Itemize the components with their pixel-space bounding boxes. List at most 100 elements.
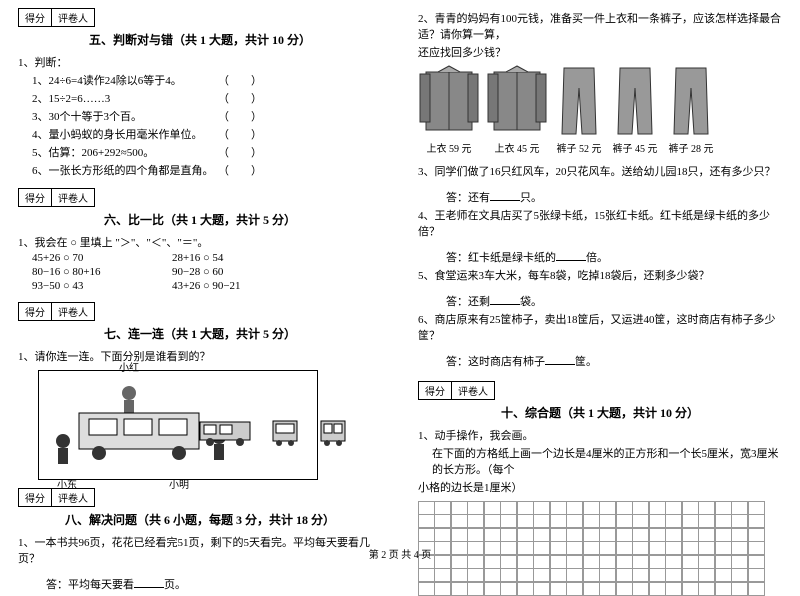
grid-cell[interactable]: [682, 568, 699, 582]
grid-cell[interactable]: [418, 582, 435, 596]
grid-cell[interactable]: [566, 501, 583, 515]
grid-cell[interactable]: [533, 528, 550, 542]
grid-cell[interactable]: [682, 582, 699, 596]
grid-cell[interactable]: [484, 528, 501, 542]
grid-cell[interactable]: [467, 582, 484, 596]
grid-cell[interactable]: [599, 501, 616, 515]
grid-cell[interactable]: [500, 528, 517, 542]
grid-cell[interactable]: [583, 568, 600, 582]
grid-cell[interactable]: [616, 582, 633, 596]
grid-cell[interactable]: [698, 501, 715, 515]
grid-cell[interactable]: [599, 514, 616, 528]
grid-cell[interactable]: [517, 582, 534, 596]
grid-cell[interactable]: [434, 528, 451, 542]
grid-cell[interactable]: [533, 501, 550, 515]
grid-cell[interactable]: [731, 568, 748, 582]
grid-cell[interactable]: [715, 514, 732, 528]
grid-cell[interactable]: [566, 514, 583, 528]
grid-cell[interactable]: [698, 514, 715, 528]
grid-cell[interactable]: [484, 582, 501, 596]
grid-cell[interactable]: [731, 514, 748, 528]
grid-cell[interactable]: [517, 514, 534, 528]
grid-cell[interactable]: [484, 514, 501, 528]
grid-cell[interactable]: [748, 568, 765, 582]
grid-cell[interactable]: [451, 582, 468, 596]
grid-cell[interactable]: [484, 568, 501, 582]
grid-cell[interactable]: [418, 501, 435, 515]
grid-cell[interactable]: [467, 501, 484, 515]
grid-cell[interactable]: [649, 582, 666, 596]
grid-cell[interactable]: [632, 528, 649, 542]
grid-cell[interactable]: [517, 501, 534, 515]
grid-cell[interactable]: [418, 514, 435, 528]
grid-cell[interactable]: [583, 501, 600, 515]
grid-cell[interactable]: [665, 568, 682, 582]
grid-cell[interactable]: [682, 501, 699, 515]
grid-cell[interactable]: [533, 568, 550, 582]
grid-cell[interactable]: [665, 582, 682, 596]
grid-cell[interactable]: [665, 514, 682, 528]
grid-cell[interactable]: [566, 582, 583, 596]
grid-cell[interactable]: [500, 501, 517, 515]
grid-cell[interactable]: [467, 514, 484, 528]
grid-cell[interactable]: [682, 528, 699, 542]
grid-cell[interactable]: [649, 501, 666, 515]
grid-cell[interactable]: [500, 582, 517, 596]
grid-cell[interactable]: [500, 514, 517, 528]
grid-cell[interactable]: [649, 528, 666, 542]
grid-cell[interactable]: [715, 501, 732, 515]
grid-cell[interactable]: [467, 528, 484, 542]
grid-cell[interactable]: [665, 501, 682, 515]
grid-cell[interactable]: [616, 568, 633, 582]
grid-cell[interactable]: [484, 501, 501, 515]
grid-cell[interactable]: [715, 582, 732, 596]
grid-cell[interactable]: [715, 568, 732, 582]
grid-cell[interactable]: [649, 514, 666, 528]
grid-cell[interactable]: [451, 528, 468, 542]
grid-cell[interactable]: [550, 582, 567, 596]
grid-cell[interactable]: [632, 582, 649, 596]
grid-cell[interactable]: [698, 582, 715, 596]
grid-cell[interactable]: [665, 528, 682, 542]
grid-cell[interactable]: [616, 514, 633, 528]
grid-cell[interactable]: [698, 528, 715, 542]
grid-cell[interactable]: [550, 568, 567, 582]
grid-cell[interactable]: [599, 528, 616, 542]
grid-cell[interactable]: [599, 582, 616, 596]
grid-cell[interactable]: [682, 514, 699, 528]
grid-cell[interactable]: [748, 582, 765, 596]
grid-cell[interactable]: [748, 501, 765, 515]
grid-cell[interactable]: [550, 501, 567, 515]
grid-cell[interactable]: [550, 528, 567, 542]
blank[interactable]: [490, 304, 520, 305]
grid-cell[interactable]: [500, 568, 517, 582]
grid-cell[interactable]: [583, 514, 600, 528]
grid-cell[interactable]: [434, 501, 451, 515]
grid-cell[interactable]: [451, 568, 468, 582]
grid-cell[interactable]: [731, 501, 748, 515]
grid-cell[interactable]: [599, 568, 616, 582]
grid-cell[interactable]: [550, 514, 567, 528]
grid-cell[interactable]: [632, 514, 649, 528]
grid-cell[interactable]: [434, 568, 451, 582]
grid-cell[interactable]: [649, 568, 666, 582]
grid-cell[interactable]: [566, 568, 583, 582]
grid-cell[interactable]: [583, 582, 600, 596]
grid-cell[interactable]: [616, 528, 633, 542]
grid-cell[interactable]: [517, 568, 534, 582]
grid-cell[interactable]: [517, 528, 534, 542]
blank[interactable]: [556, 260, 586, 261]
grid-cell[interactable]: [418, 528, 435, 542]
grid-cell[interactable]: [616, 501, 633, 515]
grid-cell[interactable]: [533, 514, 550, 528]
grid-cell[interactable]: [731, 528, 748, 542]
grid-cell[interactable]: [451, 501, 468, 515]
grid-cell[interactable]: [418, 568, 435, 582]
grid-cell[interactable]: [434, 514, 451, 528]
grid-cell[interactable]: [632, 501, 649, 515]
grid-cell[interactable]: [698, 568, 715, 582]
grid-cell[interactable]: [748, 528, 765, 542]
blank[interactable]: [545, 364, 575, 365]
grid-cell[interactable]: [632, 568, 649, 582]
blank[interactable]: [134, 587, 164, 588]
